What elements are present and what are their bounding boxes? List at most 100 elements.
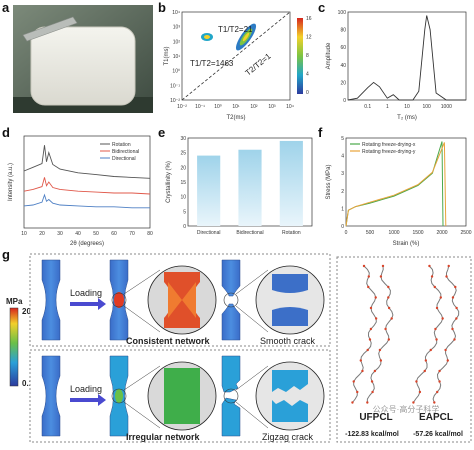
- i-chain-left-a-atom: [369, 327, 373, 331]
- i-chain-right-a-atom: [441, 317, 444, 320]
- g-specimen-fractured-top-2: [221, 355, 241, 393]
- panel-label-f: f: [318, 125, 323, 140]
- i-chain-left-b-atom: [390, 317, 393, 320]
- i-chain-right-a-atom: [415, 380, 418, 383]
- g-loading-arrow-bottom: [70, 394, 106, 406]
- c-y-tick-4: 80: [340, 28, 346, 34]
- g-colorbar: [9, 307, 19, 387]
- i-chain-left-b-atom: [378, 348, 382, 352]
- i-chain-right-a-atom: [435, 338, 438, 341]
- f-y-tick-3: 3: [341, 171, 344, 177]
- i-chain-right-b-atom: [438, 380, 441, 383]
- d-x-tick-1: 20: [39, 231, 45, 237]
- chart-crystallinity: Crystallinity (%) 0 5 10 15 20 25 30 Direction…: [162, 130, 318, 248]
- panel-label-g: g: [2, 247, 10, 262]
- i-chain-right-b-atom: [451, 327, 454, 331]
- e-x-tick-0: Directional: [197, 230, 221, 236]
- i-chain-left-a-atom: [351, 401, 354, 404]
- b-cb-tick-1: 12: [306, 35, 312, 41]
- g-loading-label-bottom: Loading: [70, 384, 102, 394]
- i-chain-right-b-atom: [445, 275, 448, 278]
- c-x-tick-4: 1000: [441, 104, 452, 110]
- i-chain-left-a-atom: [368, 338, 372, 341]
- f-x-tick-1: 500: [366, 230, 375, 236]
- e-y-tick-0: 0: [183, 224, 186, 230]
- g-smooth-crack-bottom: [272, 307, 308, 326]
- c-y-tick-2: 40: [340, 63, 346, 69]
- i-chain-right-b-atom: [444, 348, 447, 352]
- b-y-tick-3: 10¹: [173, 54, 181, 60]
- f-series-1: [345, 142, 447, 227]
- b-y-tick-0: 10⁴: [172, 10, 180, 16]
- i-chain-left-b: [366, 265, 394, 403]
- i-chain-right-a-atom: [430, 275, 434, 278]
- panel-label-d: d: [2, 125, 10, 140]
- annotation-ratio-21: T1/T2=21: [218, 25, 253, 34]
- i-chain-right-b: [432, 265, 460, 403]
- f-y-tick-5: 5: [341, 136, 344, 142]
- b-x-tick-0: 10⁻²: [177, 104, 187, 110]
- e-y-tick-6: 30: [180, 136, 186, 142]
- i-chain-right-b-atom: [446, 359, 449, 362]
- plot-area-d: [23, 135, 151, 229]
- i-chain-left-a-atom: [369, 306, 373, 310]
- c-xlabel: T₂ (ms): [397, 115, 417, 121]
- g-zigzag-label: Zigzag crack: [262, 432, 314, 442]
- molecular-panel: UFPCL EAPCL -122.83 kcal/mol -57.26 kcal…: [336, 256, 472, 443]
- i-chain-left-a-atom: [359, 359, 362, 362]
- d-x-tick-3: 40: [75, 231, 81, 237]
- e-ylabel: Crystallinity (%): [166, 161, 172, 203]
- i-chain-right-a-atom: [424, 359, 428, 362]
- i-chain-left-b-atom: [387, 296, 390, 299]
- i-chain-right-a-atom: [429, 348, 432, 352]
- i-chain-left-b-atom: [366, 401, 369, 404]
- g-unit: MPa: [6, 297, 23, 306]
- b-cb-tick-0: 16: [306, 16, 312, 22]
- i-chain-left-a-atom: [374, 317, 378, 320]
- panel-label-a: a: [2, 0, 10, 15]
- b-x-tick-3: 10¹: [232, 104, 240, 110]
- g-specimen-fractured-top: [221, 259, 241, 297]
- i-chain-right-a-atom: [434, 327, 437, 331]
- i-chain-right-a-atom: [428, 264, 431, 268]
- chart-t2-distribution: Amplitude T₂ (ms) 0.1 1 10 100 1000 0 20 40 60 8…: [322, 4, 472, 122]
- f-x-tick-2: 1000: [388, 230, 399, 236]
- g-loading-label-top: Loading: [70, 288, 102, 298]
- f-ylabel: Stress (MPa): [326, 164, 332, 199]
- c-ylabel: Amplitude: [326, 42, 332, 69]
- i-left-label: UFPCL: [359, 412, 392, 423]
- i-chain-left-b-atom: [373, 369, 377, 373]
- g-zoom-circle-small: [111, 292, 127, 308]
- i-chain-left-a-atom: [367, 285, 370, 289]
- simulation-panel: MPa 20 0.1 Loading Consistent network Sm…: [0, 252, 334, 445]
- c-y-tick-0: 0: [343, 98, 346, 104]
- e-x-tick-2: Rotation: [282, 230, 301, 236]
- d-x-tick-5: 60: [111, 231, 117, 237]
- i-chain-right-b-atom: [454, 285, 457, 289]
- b-xlabel: T2(ms): [227, 115, 246, 121]
- b-cb-tick-3: 4: [306, 72, 309, 78]
- g-specimen-fractured-bottom: [221, 303, 241, 341]
- g-smooth-crack-top: [272, 274, 308, 293]
- i-box: [336, 256, 472, 443]
- i-chain-right-a-atom: [435, 306, 439, 310]
- i-chain-left-a-atom: [366, 348, 369, 352]
- d-x-tick-7: 80: [147, 231, 153, 237]
- b-ylabel: T1(ms): [164, 47, 170, 66]
- peak-small-core: [204, 35, 210, 39]
- plot-area-c: [347, 11, 467, 101]
- t2-distribution-line: [347, 15, 466, 101]
- i-chain-right-a-atom: [439, 296, 442, 299]
- g-consistent-label: Consistent network: [126, 336, 211, 346]
- b-y-tick-5: 10⁻¹: [170, 83, 180, 89]
- b-cb-tick-4: 0: [306, 90, 309, 96]
- e-y-tick-1: 5: [183, 209, 186, 215]
- g-irregular-label: Irregular network: [126, 432, 201, 442]
- i-chain-right-a: [412, 265, 444, 403]
- photo-sample: [13, 5, 153, 113]
- g-specimen-initial-2: [41, 355, 61, 437]
- b-x-tick-4: 10²: [250, 104, 258, 110]
- g-cb-max: 20: [22, 307, 31, 316]
- g-cb-min: 0.1: [22, 379, 34, 388]
- i-chain-right-b-atom: [447, 264, 450, 268]
